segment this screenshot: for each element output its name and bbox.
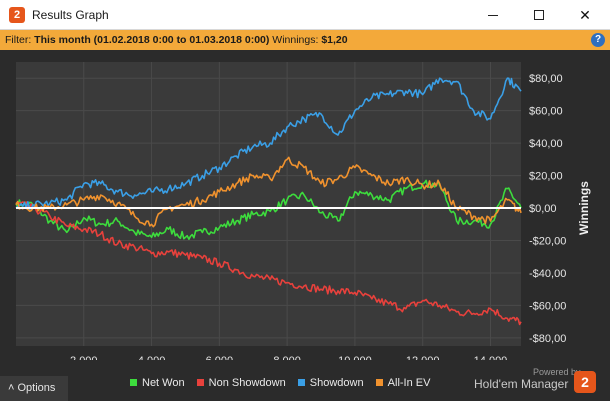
legend-item-showdown[interactable]: Showdown bbox=[297, 377, 364, 389]
series-line-showdown bbox=[15, 77, 522, 210]
legend-item-net-won[interactable]: Net Won bbox=[130, 377, 185, 389]
y-tick-label: -$60,00 bbox=[529, 300, 566, 312]
x-tick-label: 14 000 bbox=[474, 355, 508, 360]
powered-by-text: Powered by bbox=[533, 367, 581, 377]
legend-swatch bbox=[196, 379, 204, 386]
legend-swatch bbox=[130, 379, 137, 386]
winnings-value: $1,20 bbox=[321, 34, 348, 46]
x-tick-label: 6 000 bbox=[206, 355, 234, 360]
options-button[interactable]: ˄ Options bbox=[0, 376, 68, 401]
minimize-button[interactable] bbox=[470, 0, 516, 30]
legend-label: Net Won bbox=[142, 377, 185, 389]
y-tick-label: -$80,00 bbox=[529, 333, 566, 345]
series-line-all-in-ev bbox=[15, 156, 522, 228]
y-tick-label: $40,00 bbox=[529, 138, 563, 150]
legend-item-non-showdown[interactable]: Non Showdown bbox=[196, 377, 286, 389]
brand-name: Hold'em Manager bbox=[474, 377, 569, 391]
chart-legend: Net Won Non Showdown Showdown All-In EV bbox=[130, 377, 439, 391]
y-tick-label: $0,00 bbox=[529, 203, 557, 215]
plot-background bbox=[16, 62, 521, 346]
minimize-icon bbox=[488, 15, 498, 16]
y-tick-label: -$40,00 bbox=[529, 268, 566, 280]
app-logo-icon: 2 bbox=[9, 7, 25, 23]
x-tick-label: 8 000 bbox=[273, 355, 301, 360]
y-axis-label: Winnings bbox=[577, 181, 591, 235]
close-button[interactable]: ✕ bbox=[562, 0, 608, 30]
legend-label: All-In EV bbox=[387, 377, 431, 389]
maximize-button[interactable] bbox=[516, 0, 562, 30]
winnings-label: Winnings: bbox=[272, 34, 319, 46]
chevron-up-icon: ˄ bbox=[8, 382, 15, 394]
options-label: Options bbox=[17, 382, 56, 394]
results-chart: $80,00 $60,00 $40,00 $20,00 $0,00 -$20,00 -$40… bbox=[15, 62, 591, 360]
title-bar: 2 Results Graph ✕ bbox=[0, 0, 610, 30]
legend-label: Non Showdown bbox=[208, 377, 286, 389]
maximize-icon bbox=[534, 10, 544, 20]
close-icon: ✕ bbox=[579, 7, 591, 23]
filter-prefix: Filter: bbox=[5, 34, 32, 46]
help-icon[interactable]: ? bbox=[591, 33, 605, 47]
filter-period: This month (01.02.2018 0:00 to 01.03.201… bbox=[34, 34, 270, 46]
y-tick-label: $80,00 bbox=[529, 73, 563, 85]
x-tick-label: 2 000 bbox=[70, 355, 98, 360]
window-title: Results Graph bbox=[32, 8, 109, 22]
graph-area: $80,00 $60,00 $40,00 $20,00 $0,00 -$20,00 -$40… bbox=[0, 50, 610, 401]
y-tick-label: $20,00 bbox=[529, 171, 563, 183]
x-tick-label: 12 000 bbox=[406, 355, 440, 360]
y-tick-label: $60,00 bbox=[529, 106, 563, 118]
legend-swatch bbox=[297, 379, 305, 386]
x-tick-label: 10 000 bbox=[338, 355, 372, 360]
legend-item-allin-ev[interactable]: All-In EV bbox=[375, 377, 431, 389]
legend-label: Showdown bbox=[309, 377, 364, 389]
filter-bar: Filter: This month (01.02.2018 0:00 to 0… bbox=[0, 30, 610, 50]
y-tick-label: -$20,00 bbox=[529, 236, 566, 248]
brand-logo-icon: 2 bbox=[574, 371, 596, 393]
series-line-non-showdown bbox=[15, 201, 522, 326]
legend-swatch bbox=[375, 379, 383, 386]
x-tick-label: 4 000 bbox=[138, 355, 166, 360]
